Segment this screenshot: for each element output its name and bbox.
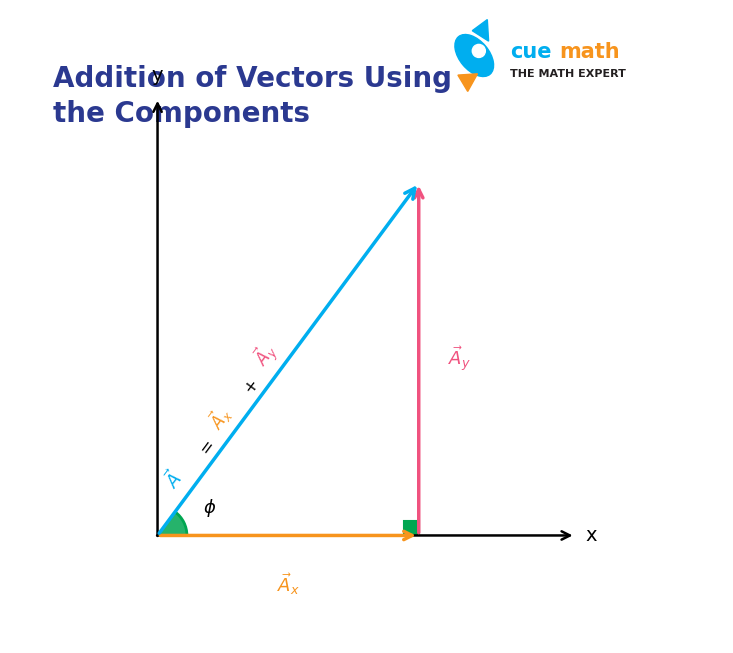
Text: y: y — [152, 66, 163, 85]
Polygon shape — [458, 74, 477, 91]
Text: $+$: $+$ — [240, 375, 263, 398]
Text: $=$: $=$ — [194, 436, 218, 461]
Wedge shape — [158, 512, 187, 535]
Text: math: math — [559, 42, 620, 63]
Text: cue: cue — [510, 42, 552, 63]
Text: $\vec{A}_y$: $\vec{A}_y$ — [448, 345, 471, 374]
Text: $\vec{A}_x$: $\vec{A}_x$ — [204, 402, 237, 434]
Text: Addition of Vectors Using
the Components: Addition of Vectors Using the Components — [53, 65, 452, 128]
Text: $\vec{A}_x$: $\vec{A}_x$ — [276, 571, 300, 597]
Ellipse shape — [455, 35, 493, 76]
Text: $\vec{A}$: $\vec{A}$ — [160, 466, 187, 492]
Text: x: x — [585, 526, 597, 545]
Text: $\phi$: $\phi$ — [203, 497, 216, 519]
Polygon shape — [472, 20, 489, 41]
Text: $\vec{A}_y$: $\vec{A}_y$ — [248, 337, 284, 372]
Bar — [405, 521, 419, 535]
Circle shape — [472, 44, 485, 57]
Text: THE MATH EXPERT: THE MATH EXPERT — [510, 69, 626, 78]
